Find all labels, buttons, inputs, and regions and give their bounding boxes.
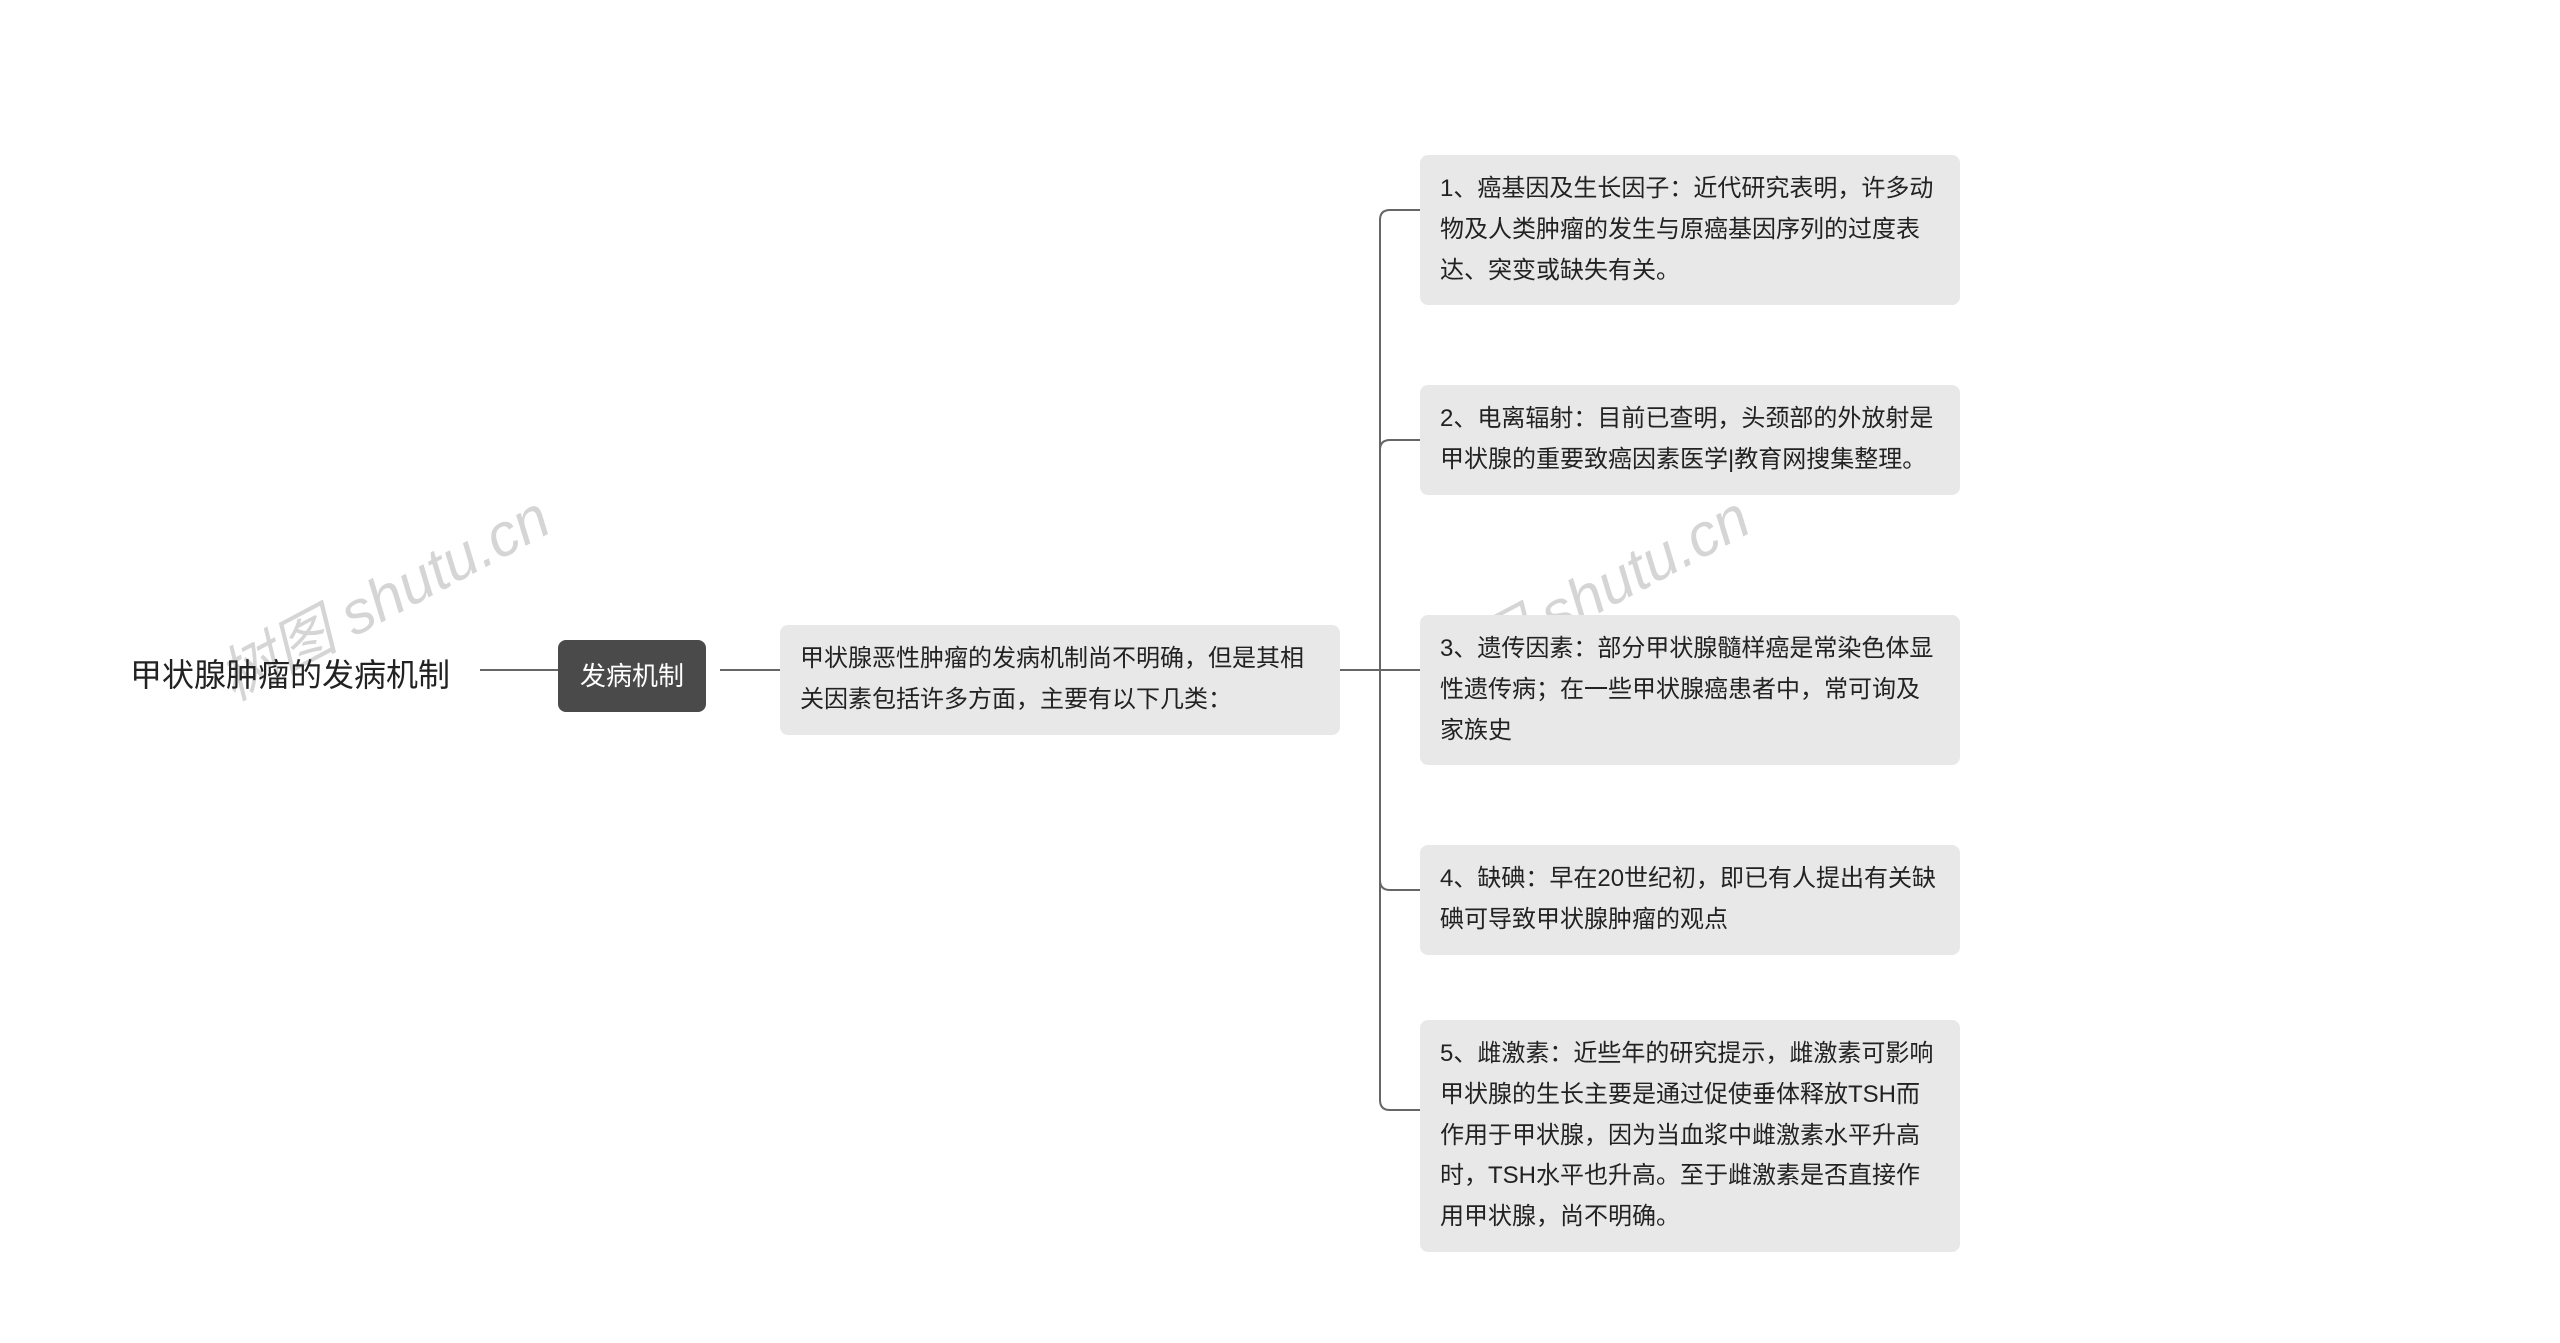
root-node-text: 甲状腺肿瘤的发病机制 xyxy=(130,648,450,702)
connector-branch-item1 xyxy=(1380,210,1420,670)
connector-branch-item4 xyxy=(1380,670,1420,890)
level1-node[interactable]: 发病机制 xyxy=(558,640,706,712)
connector-branch-item5 xyxy=(1380,670,1420,1110)
mindmap-container: 树图 shutu.cn 树图 shutu.cn 甲状腺肿瘤的发病机制 发病机制 … xyxy=(0,0,2560,1343)
level3-node-4-text: 4、缺碘：早在20世纪初，即已有人提出有关缺碘可导致甲状腺肿瘤的观点 xyxy=(1440,859,1940,941)
level3-node-3-text: 3、遗传因素：部分甲状腺髓样癌是常染色体显性遗传病；在一些甲状腺癌患者中，常可询… xyxy=(1440,629,1940,751)
level3-node-5-text: 5、雌激素：近些年的研究提示，雌激素可影响甲状腺的生长主要是通过促使垂体释放TS… xyxy=(1440,1034,1940,1238)
level2-node-text: 甲状腺恶性肿瘤的发病机制尚不明确，但是其相关因素包括许多方面，主要有以下几类： xyxy=(800,639,1320,721)
level3-node-1[interactable]: 1、癌基因及生长因子：近代研究表明，许多动物及人类肿瘤的发生与原癌基因序列的过度… xyxy=(1420,155,1960,305)
root-node[interactable]: 甲状腺肿瘤的发病机制 xyxy=(130,648,450,702)
level1-node-text: 发病机制 xyxy=(580,654,684,698)
level3-node-1-text: 1、癌基因及生长因子：近代研究表明，许多动物及人类肿瘤的发生与原癌基因序列的过度… xyxy=(1440,169,1940,291)
level3-node-2[interactable]: 2、电离辐射：目前已查明，头颈部的外放射是甲状腺的重要致癌因素医学|教育网搜集整… xyxy=(1420,385,1960,495)
level3-node-5[interactable]: 5、雌激素：近些年的研究提示，雌激素可影响甲状腺的生长主要是通过促使垂体释放TS… xyxy=(1420,1020,1960,1252)
level3-node-3[interactable]: 3、遗传因素：部分甲状腺髓样癌是常染色体显性遗传病；在一些甲状腺癌患者中，常可询… xyxy=(1420,615,1960,765)
level3-node-2-text: 2、电离辐射：目前已查明，头颈部的外放射是甲状腺的重要致癌因素医学|教育网搜集整… xyxy=(1440,399,1940,481)
level3-node-4[interactable]: 4、缺碘：早在20世纪初，即已有人提出有关缺碘可导致甲状腺肿瘤的观点 xyxy=(1420,845,1960,955)
connector-branch-item2 xyxy=(1380,440,1420,670)
level2-node[interactable]: 甲状腺恶性肿瘤的发病机制尚不明确，但是其相关因素包括许多方面，主要有以下几类： xyxy=(780,625,1340,735)
